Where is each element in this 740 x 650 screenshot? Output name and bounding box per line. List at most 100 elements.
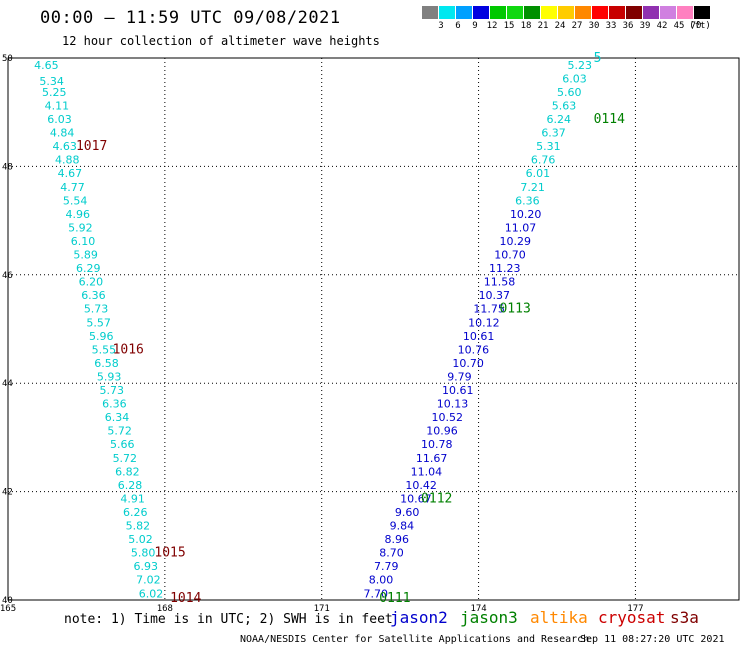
wave-height-value: 5.23 bbox=[567, 59, 592, 72]
wave-height-value: 6.82 bbox=[115, 465, 140, 478]
wave-height-value: 8.00 bbox=[369, 574, 394, 587]
legend-swatch bbox=[422, 6, 438, 19]
orbit-number-label: 1014 bbox=[170, 591, 201, 606]
satellite-jason2: jason2 bbox=[390, 608, 448, 627]
wave-height-value: 10.61 bbox=[442, 384, 474, 397]
footer-note: note: 1) Time is in UTC; 2) SWH is in fe… bbox=[64, 612, 393, 627]
lat-tick-label: 50 bbox=[2, 54, 13, 64]
wave-height-value: 5.55 bbox=[92, 343, 117, 356]
wave-height-value: 6.20 bbox=[79, 276, 104, 289]
wave-height-value: 10.61 bbox=[463, 330, 495, 343]
wave-height-value: 6.34 bbox=[105, 411, 130, 424]
wave-height-value: 11.75 bbox=[473, 303, 505, 316]
lon-tick-label: 177 bbox=[627, 604, 643, 614]
map-frame bbox=[7, 57, 740, 601]
legend-swatch bbox=[575, 6, 591, 19]
legend-unit: (ft) bbox=[689, 21, 711, 31]
wave-height-value: 8.96 bbox=[384, 533, 409, 546]
wave-height-value: 10.20 bbox=[510, 208, 542, 221]
wave-height-value: 11.07 bbox=[505, 221, 537, 234]
lat-tick-label: 48 bbox=[2, 162, 13, 172]
wave-height-value: 5.31 bbox=[536, 140, 561, 153]
wave-height-value: 11.23 bbox=[489, 262, 521, 275]
wave-height-value: 6.10 bbox=[71, 235, 96, 248]
legend-swatch bbox=[541, 6, 557, 19]
page-title: 00:00 — 11:59 UTC 09/08/2021 bbox=[40, 8, 341, 28]
wave-height-value: 7.79 bbox=[374, 560, 399, 573]
legend-label: 3 bbox=[438, 21, 444, 31]
generated-timestamp: Sep 11 08:27:20 UTC 2021 bbox=[580, 634, 725, 645]
satellite-cryosat: cryosat bbox=[598, 608, 666, 627]
wave-height-value: 8.70 bbox=[379, 547, 404, 560]
orbit-number-label: 0112 bbox=[421, 491, 452, 506]
wave-height-value: 7.02 bbox=[136, 574, 161, 587]
wave-height-value: 6.36 bbox=[81, 289, 106, 302]
wave-height-value: 10.52 bbox=[432, 411, 464, 424]
wave-height-value: 5.54 bbox=[63, 194, 88, 207]
wave-height-value: 5.92 bbox=[68, 221, 93, 234]
wave-height-value: 10.70 bbox=[452, 357, 484, 370]
orbit-number-label: 0114 bbox=[594, 112, 625, 127]
satellite-jason3: jason3 bbox=[460, 608, 518, 627]
orbit-number-label: 1015 bbox=[154, 546, 185, 561]
wave-height-value: 6.03 bbox=[562, 72, 587, 85]
orbit-number-label: 0111 bbox=[379, 591, 410, 606]
wave-height-value: 5.57 bbox=[86, 316, 111, 329]
wave-height-value: 10.78 bbox=[421, 438, 453, 451]
wave-height-value: 7.70 bbox=[364, 587, 389, 600]
legend-label: 6 bbox=[455, 21, 461, 31]
orbit-number-label: 5 bbox=[594, 51, 602, 66]
legend-label: 27 bbox=[571, 21, 583, 31]
satellite-altika: altika bbox=[530, 608, 588, 627]
wave-height-value: 5.73 bbox=[100, 384, 125, 397]
legend-label: 18 bbox=[520, 21, 532, 31]
lat-tick-label: 44 bbox=[2, 379, 13, 389]
legend-swatch bbox=[694, 6, 710, 19]
wave-height-value: 7.21 bbox=[520, 181, 545, 194]
lon-tick-label: 165 bbox=[0, 604, 16, 614]
wave-height-value: 6.36 bbox=[515, 194, 540, 207]
legend-swatch bbox=[490, 6, 506, 19]
wave-height-value: 4.91 bbox=[120, 492, 144, 505]
lat-tick-label: 46 bbox=[2, 271, 13, 281]
wave-height-value: 5.66 bbox=[110, 438, 135, 451]
page-subtitle: 12 hour collection of altimeter wave hei… bbox=[62, 34, 380, 48]
legend-swatch bbox=[592, 6, 608, 19]
wave-height-value: 5.73 bbox=[84, 303, 109, 316]
wave-height-value: 10.29 bbox=[499, 235, 531, 248]
legend-label: 9 bbox=[472, 21, 478, 31]
lon-tick-label: 171 bbox=[314, 604, 330, 614]
legend-swatch bbox=[558, 6, 574, 19]
wave-height-value: 6.29 bbox=[76, 262, 101, 275]
wave-height-value: 9.79 bbox=[447, 370, 472, 383]
legend-label: 33 bbox=[605, 21, 617, 31]
legend-label: 45 bbox=[673, 21, 685, 31]
wave-height-value: 5.34 bbox=[39, 75, 64, 88]
wave-height-value: 6.26 bbox=[123, 506, 147, 519]
wave-height-value: 6.37 bbox=[541, 127, 566, 140]
legend-label: 12 bbox=[486, 21, 498, 31]
legend-swatch bbox=[456, 6, 472, 19]
legend-swatch bbox=[626, 6, 642, 19]
legend-label: 15 bbox=[503, 21, 515, 31]
wave-height-value: 5.60 bbox=[557, 86, 582, 99]
wave-height-value: 5.96 bbox=[89, 330, 114, 343]
wave-height-value: 6.28 bbox=[118, 479, 143, 492]
wave-height-value: 6.58 bbox=[94, 357, 119, 370]
wave-height-value: 5.93 bbox=[97, 370, 122, 383]
wave-height-value: 10.13 bbox=[437, 398, 469, 411]
legend-swatch bbox=[609, 6, 625, 19]
legend-swatch bbox=[439, 6, 455, 19]
legend-swatch bbox=[507, 6, 523, 19]
orbit-number-label: 1017 bbox=[76, 139, 107, 154]
wave-height-value: 5.72 bbox=[107, 425, 132, 438]
wave-height-value: 4.63 bbox=[52, 140, 77, 153]
lat-tick-label: 42 bbox=[2, 488, 13, 498]
wave-height-value: 10.67 bbox=[400, 492, 432, 505]
wave-height-value: 11.67 bbox=[416, 452, 448, 465]
wave-height-value: 10.37 bbox=[479, 289, 511, 302]
wave-height-value: 10.42 bbox=[405, 479, 437, 492]
legend-swatch bbox=[677, 6, 693, 19]
wave-height-value: 11.58 bbox=[484, 276, 516, 289]
